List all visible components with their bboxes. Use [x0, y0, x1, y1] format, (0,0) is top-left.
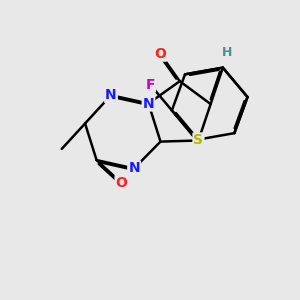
- Text: S: S: [194, 134, 203, 148]
- Text: N: N: [128, 161, 140, 176]
- Text: F: F: [146, 77, 155, 92]
- Text: N: N: [105, 88, 117, 102]
- Text: O: O: [116, 176, 128, 190]
- Text: H: H: [222, 46, 232, 59]
- Text: N: N: [143, 97, 154, 110]
- Text: O: O: [154, 47, 166, 61]
